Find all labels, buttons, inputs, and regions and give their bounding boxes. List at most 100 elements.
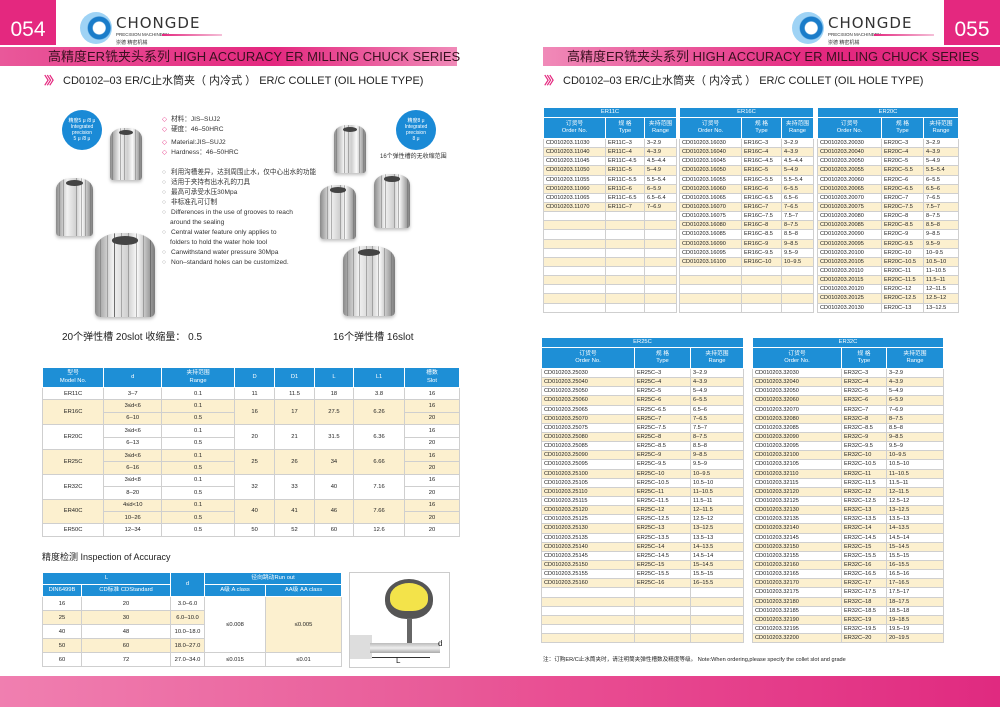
- order-no-cell: CD010203.11070: [543, 201, 606, 213]
- d-cell: 6–16: [103, 461, 163, 475]
- header-cn: 规 格: [857, 350, 871, 357]
- collet-image: [320, 185, 356, 239]
- logo-brand: CHONGDE: [828, 14, 913, 32]
- table-row: 10–26 0.5 20: [43, 510, 461, 525]
- order-no-cell: CD010203.20110: [817, 265, 882, 277]
- range-cell: 12.5–12: [886, 495, 944, 507]
- order-no-cell: CD010203.32040: [752, 377, 842, 388]
- type-cell: ER25C–6: [634, 395, 691, 406]
- range-cell: 3–2.9: [690, 367, 744, 379]
- range-cell: 9.5–9: [690, 459, 744, 470]
- d-cell: 4≤d<10: [103, 498, 163, 512]
- table-row: CD010203.20080 ER20C–8 8–7.5: [817, 211, 959, 222]
- table-row: CD010203.25140 ER25C–14 14–13.5: [541, 541, 744, 552]
- d-cell: 8–20: [103, 486, 163, 500]
- table-row: [679, 293, 814, 304]
- header-en: Range: [906, 358, 924, 364]
- order-no-cell: [543, 220, 606, 231]
- range-cell: 0.1: [161, 399, 235, 413]
- range-cell: 11–10.5: [923, 265, 959, 277]
- order-no-cell: [543, 247, 606, 258]
- table-row: CD010203.11050 ER11C–5 5–4.9: [543, 165, 677, 176]
- collet-image: [374, 174, 410, 228]
- table-row: CD010203.25105 ER25C–10.5 10.5–10: [541, 477, 744, 488]
- subtitle-left: 〉〉〉 CD0102–03 ER/C止水筒夹（ 内冷式 ） ER/C COLLET…: [44, 72, 423, 88]
- type-cell: [741, 275, 782, 286]
- inspection-table: L d 径向跳动Run out DIN6499B CD标准 CDStandard…: [41, 572, 343, 667]
- range-cell: 7–6.9: [644, 201, 677, 213]
- l1-cell: 7.66: [353, 498, 405, 525]
- range-cell: 14.5–14: [886, 532, 944, 543]
- table-row: CD010203.20120 ER20C–12 12–11.5: [817, 284, 959, 295]
- order-no-cell: CD010203.25120: [541, 505, 635, 516]
- d-cell: 6–10: [103, 411, 163, 426]
- order-no-cell: CD010203.32185: [752, 605, 842, 616]
- order-no-cell: CD010203.20125: [817, 293, 882, 304]
- type-cell: ER20C–12: [881, 284, 924, 295]
- range-cell: 10–9.5: [690, 468, 744, 479]
- badge-line: precision: [405, 130, 426, 136]
- order-no-cell: CD010203.25100: [541, 468, 635, 479]
- spec-col-header: 槽数 Slot: [403, 367, 461, 388]
- chuck-body: [350, 635, 372, 659]
- a-class-cell: ≤0.008: [204, 596, 267, 653]
- table-row: 25 30 6.0–10.0: [42, 610, 342, 625]
- type-cell: ER20C–5: [881, 156, 924, 167]
- table-row: CD010203.16095 ER16C–9.5 9.5–9: [679, 247, 814, 258]
- header-en: Order No.: [836, 128, 863, 134]
- badge-line: precision: [71, 130, 92, 136]
- range-cell: 5.5–5.4: [923, 165, 959, 176]
- range-cell: 5.5–5.4: [781, 174, 814, 185]
- table-row: CD010203.32100 ER32C–10 10–9.5: [752, 450, 944, 461]
- range-cell: 4.5–4.4: [781, 156, 814, 167]
- cd-cell: 72: [80, 652, 172, 667]
- logo-line: [874, 34, 934, 36]
- type-cell: ER32C–4: [841, 377, 887, 388]
- spec-col-header: D: [233, 367, 276, 388]
- table-row: [679, 302, 814, 313]
- feature-item: around the sealing: [170, 219, 225, 226]
- range-cell: 0.5: [161, 436, 235, 450]
- header-cn: 型号: [67, 370, 79, 376]
- table-row: CD010203.25110 ER25C–11 11–10.5: [541, 486, 744, 497]
- table-row: CD010203.20055 ER20C–5.5 5.5–5.4: [817, 165, 959, 176]
- table-row: CD010203.32070 ER32C–7 7–6.9: [752, 404, 944, 415]
- table-row: CD010203.32085 ER32C–8.5 8.5–8: [752, 422, 944, 433]
- table-row: CD010203.20100 ER20C–10 10–9.5: [817, 247, 959, 258]
- dimension-line: [372, 657, 430, 658]
- order-no-cell: CD010203.32070: [752, 404, 842, 415]
- range-cell: 9–8.5: [690, 450, 744, 461]
- type-cell: [634, 587, 691, 598]
- range-cell: [781, 302, 814, 313]
- table-title-row: ER20C: [817, 107, 959, 118]
- type-cell: ER25C–3: [634, 367, 691, 379]
- d1-cell: 52: [274, 523, 315, 537]
- type-cell: [605, 293, 645, 304]
- order-table-er20c: ER20C 订货号 Order No. 规 格 Type 夹持范围 Range CD01020…: [817, 107, 959, 313]
- type-cell: ER25C–14: [634, 541, 691, 552]
- range-col: 夹持范围 Range: [923, 117, 959, 139]
- range-cell: 9.5–9: [886, 441, 944, 452]
- range-cell: 7.5–7: [690, 422, 744, 433]
- d1-cell: 11.5: [274, 386, 315, 401]
- table-row: [679, 275, 814, 286]
- label-L: L: [396, 656, 401, 665]
- range-cell: 7–6.5: [690, 413, 744, 424]
- type-col: 规 格 Type: [881, 117, 924, 139]
- table-row: CD010203.32090 ER32C–9 9–8.5: [752, 431, 944, 443]
- table-row: [679, 265, 814, 277]
- order-no-cell: CD010203.25135: [541, 532, 635, 543]
- table-row: CD010203.25100 ER25C–10 10–9.5: [541, 468, 744, 479]
- label-d: d: [438, 639, 443, 648]
- range-cell: [644, 265, 677, 277]
- order-no-cell: CD010203.11040: [543, 147, 606, 158]
- table-row: [543, 256, 677, 267]
- order-no-cell: CD010203.11045: [543, 156, 606, 167]
- collet-image: [56, 178, 93, 236]
- range-cell: [690, 633, 744, 644]
- order-no-cell: CD010203.25155: [541, 569, 635, 580]
- range-cell: [781, 284, 814, 295]
- range-cell: 8.5–8: [923, 220, 959, 231]
- type-cell: [634, 596, 691, 607]
- precision-badge-left: 精度5 μ /8 μ Integrated precision 5 μ /8 μ: [62, 110, 102, 150]
